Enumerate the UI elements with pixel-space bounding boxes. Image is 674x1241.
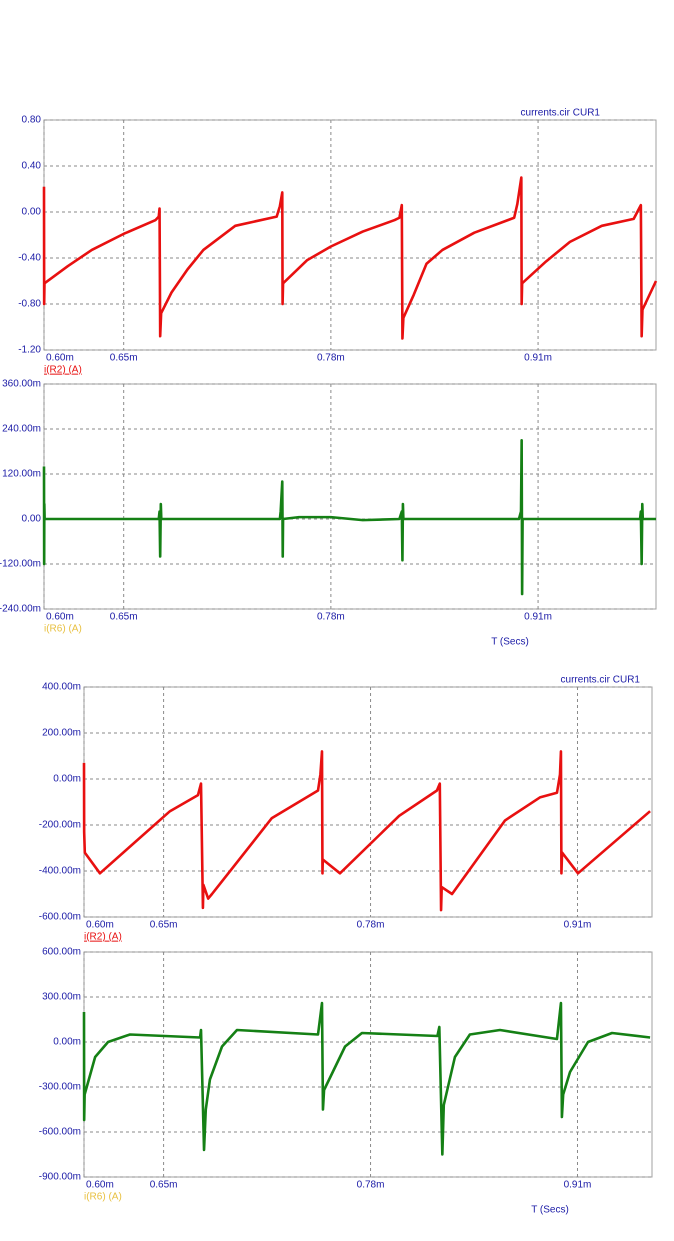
series-line — [82, 750, 651, 912]
y-tick-label: 0.00m — [53, 774, 81, 785]
x-tick-label: 0.91m — [564, 920, 592, 931]
legend-label: i(R6) (A) — [84, 1192, 122, 1203]
x-tick-label: 0.60m — [46, 612, 74, 623]
series-line — [42, 438, 656, 596]
y-tick-label: -120.00m — [0, 559, 41, 570]
y-tick-label: 600.00m — [42, 947, 81, 958]
legend-label: i(R6) (A) — [44, 624, 82, 635]
y-tick-label: 120.00m — [2, 469, 41, 480]
x-tick-label: 0.91m — [524, 612, 552, 623]
y-tick-label: -240.00m — [0, 604, 41, 615]
y-tick-label: 300.00m — [42, 992, 81, 1003]
y-tick-label: -0.80 — [18, 299, 41, 310]
y-tick-label: 200.00m — [42, 728, 81, 739]
legend-label: i(R2) (A) — [84, 932, 122, 943]
chart-title: currents.cir CUR1 — [561, 675, 641, 686]
x-tick-label: 0.60m — [46, 353, 74, 364]
x-tick-label: 0.78m — [317, 353, 345, 364]
x-tick-label: 0.78m — [357, 1180, 385, 1191]
chart-title: currents.cir CUR1 — [521, 108, 601, 119]
y-tick-label: -400.00m — [39, 866, 81, 877]
x-axis-label: T (Secs) — [531, 1205, 569, 1216]
plot-frame — [43, 383, 657, 610]
y-tick-label: -300.00m — [39, 1082, 81, 1093]
y-tick-label: 0.00m — [53, 1037, 81, 1048]
x-tick-label: 0.60m — [86, 1180, 114, 1191]
x-tick-label: 0.65m — [150, 920, 178, 931]
series-line — [82, 1001, 651, 1156]
x-tick-label: 0.91m — [524, 353, 552, 364]
y-tick-label: 0.80 — [22, 115, 42, 126]
y-tick-label: -600.00m — [39, 912, 81, 923]
x-tick-label: 0.60m — [86, 920, 114, 931]
plot-frame — [83, 951, 653, 1178]
x-tick-label: 0.65m — [150, 1180, 178, 1191]
x-tick-label: 0.78m — [357, 920, 385, 931]
y-tick-label: 0.00 — [22, 207, 42, 218]
y-tick-label: 240.00m — [2, 424, 41, 435]
y-tick-label: -0.40 — [18, 253, 41, 264]
x-axis-label: T (Secs) — [491, 637, 529, 648]
x-tick-label: 0.78m — [317, 612, 345, 623]
y-tick-label: 400.00m — [42, 682, 81, 693]
y-tick-label: 0.00 — [22, 514, 42, 525]
y-tick-label: -900.00m — [39, 1172, 81, 1183]
x-tick-label: 0.65m — [110, 612, 138, 623]
y-tick-label: 360.00m — [2, 379, 41, 390]
y-tick-label: 0.40 — [22, 161, 42, 172]
x-tick-label: 0.65m — [110, 353, 138, 364]
y-tick-label: -200.00m — [39, 820, 81, 831]
plot-frame — [83, 686, 653, 918]
y-tick-label: -1.20 — [18, 345, 41, 356]
y-tick-label: -600.00m — [39, 1127, 81, 1138]
x-tick-label: 0.91m — [564, 1180, 592, 1191]
legend-label: i(R2) (A) — [44, 365, 82, 376]
plot-frame — [43, 119, 657, 351]
series-line — [42, 176, 658, 340]
